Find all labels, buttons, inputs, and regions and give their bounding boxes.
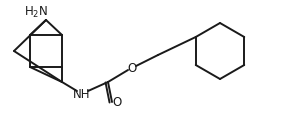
Text: NH: NH [73, 88, 91, 100]
Text: O: O [127, 61, 137, 75]
Text: O: O [112, 97, 122, 109]
Text: H$_2$N: H$_2$N [24, 4, 48, 20]
